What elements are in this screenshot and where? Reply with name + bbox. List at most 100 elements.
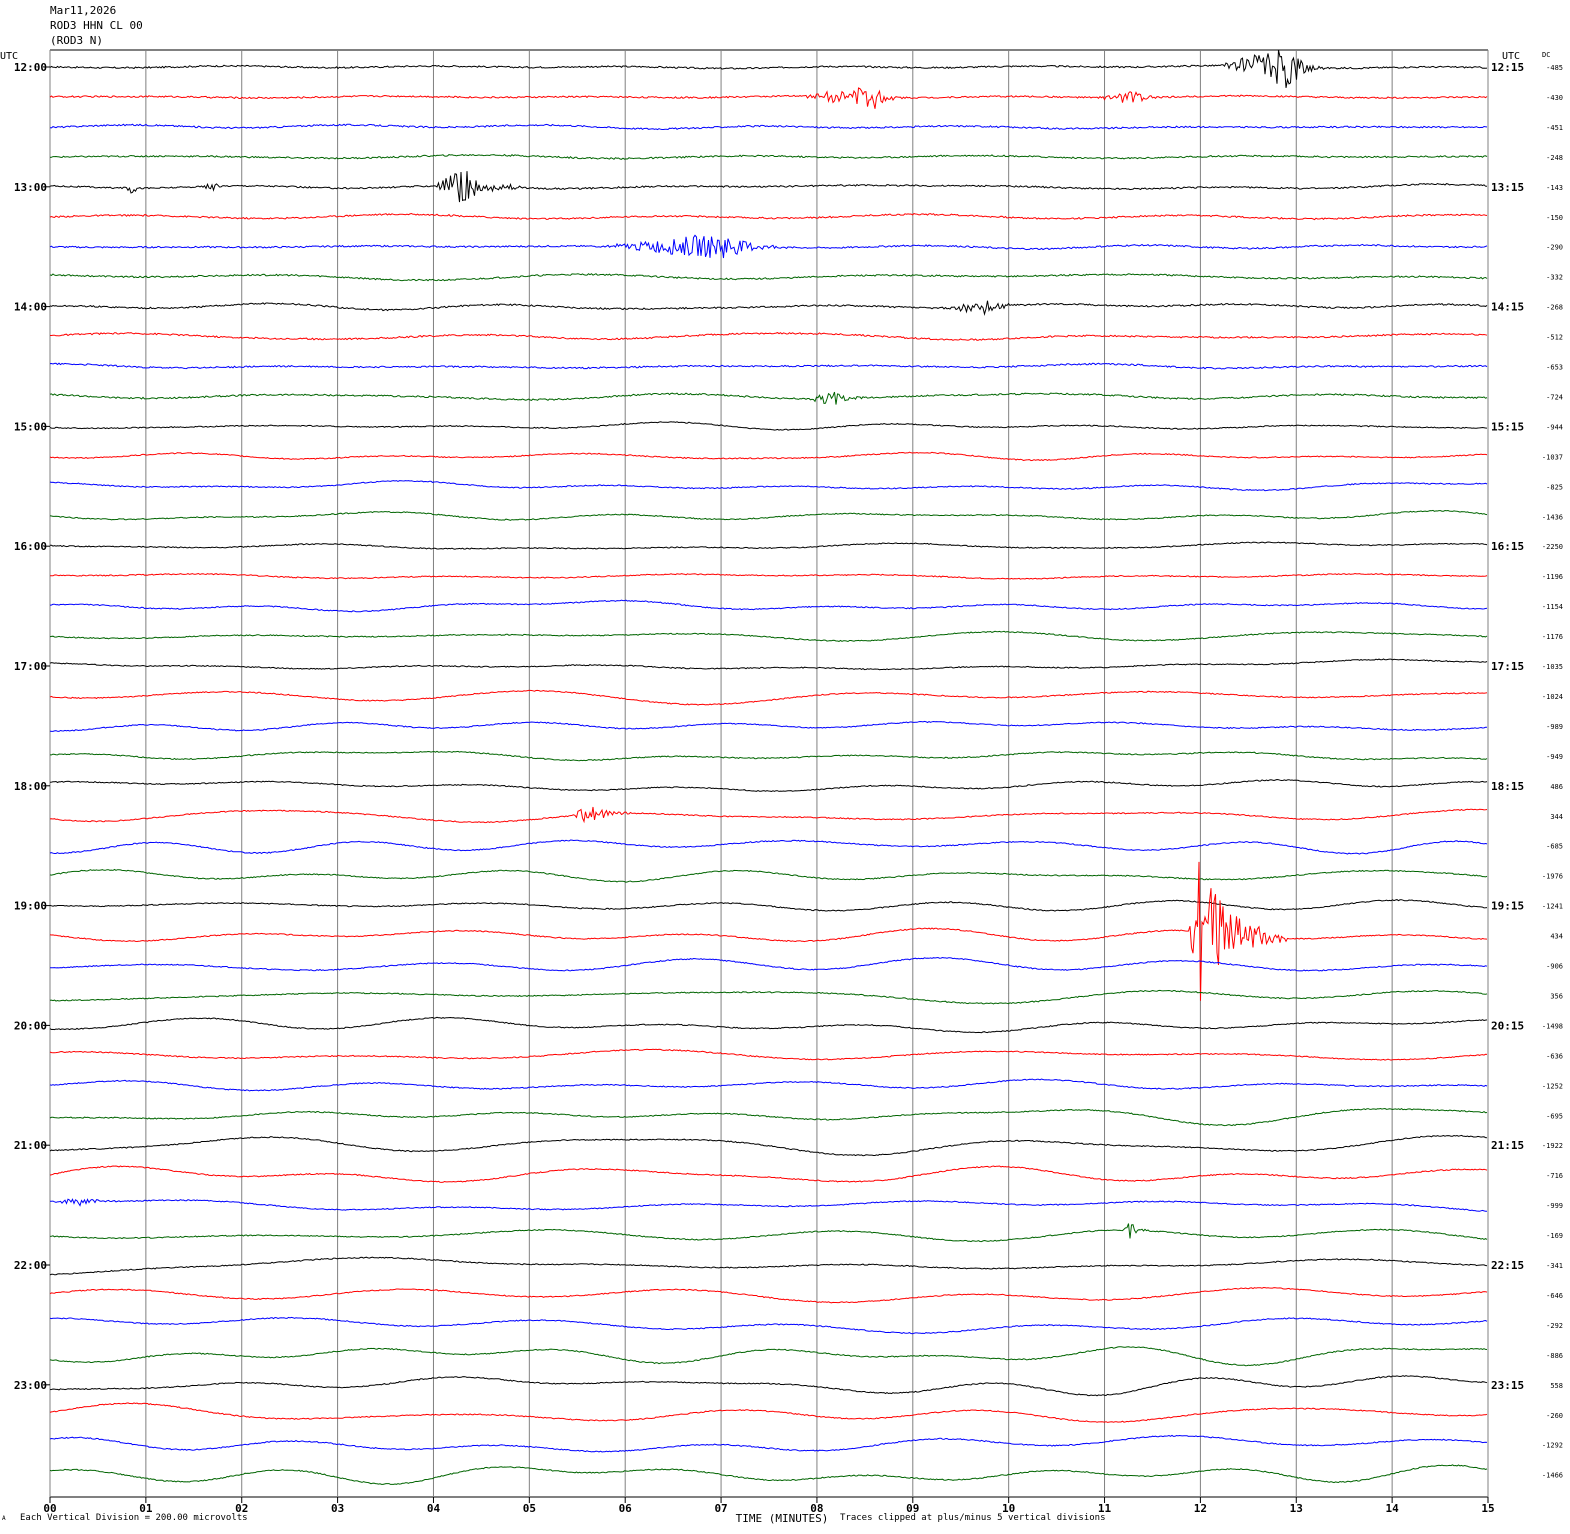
- trace-row: [49, 1402, 1488, 1423]
- dc-offset-label: -1498: [1542, 1022, 1563, 1030]
- hour-label-left: 21:00: [14, 1139, 47, 1152]
- x-tick-label: 08: [810, 1502, 823, 1515]
- dc-offset-label: -248: [1546, 154, 1563, 162]
- trace-row: [49, 899, 1488, 912]
- clip-note: Traces clipped at plus/minus 5 vertical …: [840, 1513, 1106, 1523]
- hour-label-right: 20:15: [1491, 1019, 1524, 1032]
- hour-label-left: 16:00: [14, 540, 47, 553]
- dc-offset-label: -949: [1546, 753, 1563, 761]
- left-axis-title: UTC: [0, 51, 18, 62]
- trace-row: [50, 750, 1488, 762]
- dc-offset-label: -169: [1546, 1232, 1563, 1240]
- dc-offset-label: -430: [1546, 94, 1563, 102]
- trace-row: [49, 451, 1488, 462]
- dc-offset-label: -143: [1546, 184, 1563, 192]
- dc-offset-label: 344: [1550, 813, 1563, 821]
- right-axis-title: UTC: [1502, 51, 1520, 62]
- dc-offset-label: 356: [1550, 992, 1563, 1000]
- header-date: Mar11,2026: [50, 4, 117, 17]
- dc-title: DC: [1542, 51, 1550, 59]
- trace-row: [49, 1286, 1488, 1304]
- trace-row: [49, 1107, 1488, 1127]
- x-tick-label: 09: [906, 1502, 919, 1515]
- dc-offset-label: -1976: [1542, 873, 1563, 881]
- hour-label-right: 13:15: [1491, 181, 1524, 194]
- trace-row: [49, 658, 1488, 671]
- dc-offset-label: -1252: [1542, 1082, 1563, 1090]
- dc-offset-label: -1037: [1542, 453, 1563, 461]
- trace-row: [49, 1346, 1488, 1367]
- dc-offset-label: -1292: [1542, 1442, 1563, 1450]
- scale-note: Each Vertical Division = 200.00 microvol…: [20, 1513, 248, 1523]
- trace-row: [49, 391, 1488, 405]
- hour-label-left: 15:00: [14, 420, 47, 433]
- trace-row: [49, 861, 1488, 1001]
- x-tick-label: 06: [619, 1502, 633, 1515]
- dc-offset-label: -1922: [1542, 1142, 1563, 1150]
- trace-row: [49, 171, 1488, 203]
- x-tick-label: 01: [139, 1502, 153, 1515]
- trace-row: [49, 1198, 1488, 1212]
- trace-row: [49, 720, 1488, 732]
- trace-row: [49, 1375, 1488, 1397]
- dc-offset-label: -695: [1546, 1112, 1563, 1120]
- hour-label-left: 22:00: [14, 1259, 47, 1272]
- x-tick-label: 03: [331, 1502, 344, 1515]
- corner-mark: A: [2, 1515, 6, 1522]
- x-tick-label: 15: [1481, 1502, 1494, 1515]
- x-tick-label: 11: [1098, 1502, 1112, 1515]
- dc-offset-label: -1035: [1542, 663, 1563, 671]
- trace-row: [49, 689, 1488, 706]
- hour-label-right: 17:15: [1491, 660, 1524, 673]
- hour-label-left: 13:00: [14, 181, 47, 194]
- trace-row: [49, 839, 1488, 855]
- dc-offset-label: -724: [1546, 393, 1563, 401]
- trace-row: [49, 1165, 1488, 1183]
- dc-offset-label: -268: [1546, 304, 1563, 312]
- axis-labels: 00 01 02 03 04 05 06 07 08 09 10 11 12 13 14 15 TIME (MI…: [0, 51, 1563, 1525]
- dc-offset-label: -653: [1546, 364, 1563, 372]
- dc-offset-label: -1024: [1542, 693, 1563, 701]
- x-tick-label: 10: [1002, 1502, 1015, 1515]
- trace-row: [49, 49, 1488, 88]
- trace-row: [49, 1078, 1488, 1092]
- x-tick-label: 14: [1386, 1502, 1400, 1515]
- hour-label-left: 18:00: [14, 780, 47, 793]
- trace-row: [49, 1016, 1488, 1034]
- dc-offset-label: -1154: [1542, 603, 1563, 611]
- trace-row: [49, 421, 1488, 431]
- hour-label-right: 16:15: [1491, 540, 1524, 553]
- dc-offset-label: -685: [1546, 843, 1563, 851]
- hour-label-right: 22:15: [1491, 1259, 1524, 1272]
- trace-row: [49, 572, 1488, 580]
- trace-row: [50, 956, 1488, 972]
- hour-label-left: 12:00: [14, 61, 47, 74]
- dc-offset-label: -341: [1546, 1262, 1563, 1270]
- dc-offset-label: -636: [1546, 1052, 1563, 1060]
- trace-row: [49, 212, 1488, 221]
- trace-row: [49, 806, 1488, 824]
- dc-offset-label: -512: [1546, 334, 1563, 342]
- dc-offset-label: -1176: [1542, 633, 1563, 641]
- x-tick-label: 07: [714, 1502, 727, 1515]
- dc-offset-label: -451: [1546, 124, 1563, 132]
- trace-row: [49, 362, 1488, 370]
- dc-offset-label: -906: [1546, 963, 1563, 971]
- trace-row: [49, 1048, 1488, 1061]
- dc-offset-label: -485: [1546, 64, 1563, 72]
- trace-row: [49, 87, 1488, 109]
- header-station-alt: (ROD3 N): [50, 34, 103, 47]
- x-tick-label: 02: [235, 1502, 248, 1515]
- minute-grid: [44, 49, 1489, 1503]
- hour-label-left: 19:00: [14, 900, 47, 913]
- trace-row: [49, 300, 1488, 316]
- trace-row: [49, 123, 1488, 131]
- trace-row: [49, 630, 1488, 643]
- dc-offset-label: 486: [1550, 783, 1563, 791]
- dc-offset-label: 434: [1550, 933, 1563, 941]
- x-tick-label: 12: [1194, 1502, 1207, 1515]
- dc-offset-label: -332: [1546, 274, 1563, 282]
- hour-label-right: 14:15: [1491, 301, 1524, 314]
- dc-offset-label: -290: [1546, 244, 1563, 252]
